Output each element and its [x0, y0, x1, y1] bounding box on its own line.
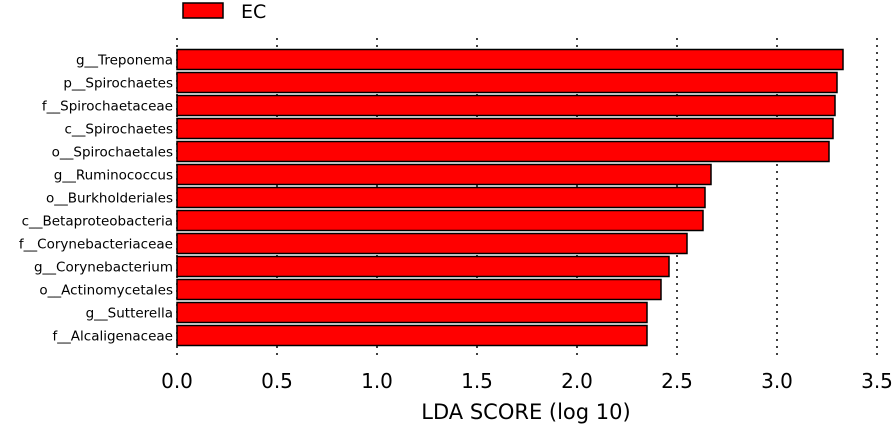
- x-axis-label: LDA SCORE (log 10): [421, 400, 630, 424]
- category-label: g__Sutterella: [86, 306, 173, 322]
- category-label: p__Spirochaetes: [63, 76, 173, 92]
- bar: [176, 140, 830, 163]
- x-tick-label: 2.0: [561, 369, 593, 393]
- bar: [176, 301, 648, 324]
- x-tick-label: 1.0: [361, 369, 393, 393]
- category-label: g__Ruminococcus: [54, 168, 173, 184]
- x-tick-label: 0.0: [161, 369, 193, 393]
- category-label: g__Corynebacterium: [34, 260, 173, 276]
- legend-swatch-ec: [182, 2, 224, 19]
- x-tick-label: 3.0: [761, 369, 793, 393]
- bar: [176, 71, 838, 94]
- bar: [176, 186, 706, 209]
- x-tick-label: 2.5: [661, 369, 693, 393]
- bar: [176, 117, 834, 140]
- bar: [176, 48, 844, 71]
- category-label: f__Alcaligenaceae: [53, 329, 173, 345]
- x-tick-label: 0.5: [261, 369, 293, 393]
- category-label: o__Spirochaetales: [52, 145, 173, 161]
- x-tick-label: 1.5: [461, 369, 493, 393]
- category-label: f__Spirochaetaceae: [42, 99, 173, 115]
- bar: [176, 163, 712, 186]
- bar: [176, 232, 688, 255]
- category-label: c__Spirochaetes: [64, 122, 173, 138]
- category-label: f__Corynebacteriaceae: [19, 237, 173, 253]
- bar: [176, 209, 704, 232]
- legend: EC: [182, 1, 266, 23]
- bar: [176, 324, 648, 347]
- category-label: o__Actinomycetales: [39, 283, 173, 299]
- category-label: c__Betaproteobacteria: [22, 214, 173, 230]
- x-tick-label: 3.5: [861, 369, 893, 393]
- bar: [176, 255, 670, 278]
- legend-label-ec: EC: [241, 1, 266, 23]
- x-tick-labels: 0.0 0.5 1.0 1.5 2.0 2.5 3.0 3.5: [161, 369, 893, 393]
- category-label: o__Burkholderiales: [46, 191, 173, 207]
- bar: [176, 278, 662, 301]
- category-label: g__Treponema: [76, 53, 173, 69]
- bar: [176, 94, 836, 117]
- category-labels: g__Treponema p__Spirochaetes f__Spirochaet…: [19, 53, 173, 345]
- bars: [176, 48, 844, 347]
